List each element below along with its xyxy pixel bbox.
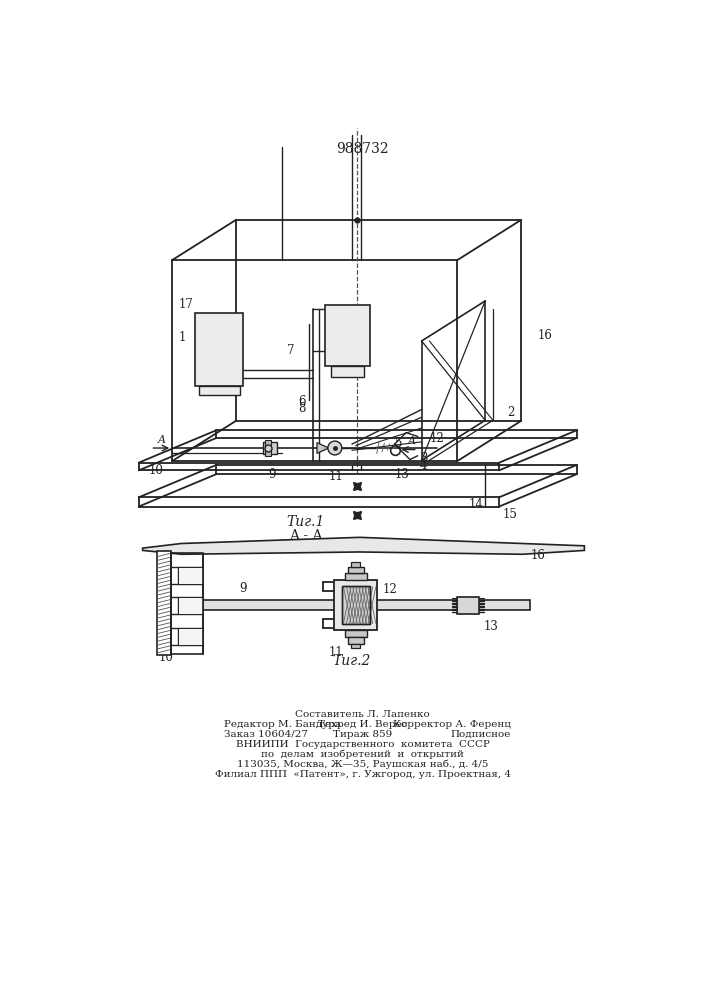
Text: 9: 9 [240, 582, 247, 595]
Text: 3: 3 [420, 452, 428, 465]
Text: 16: 16 [538, 329, 553, 342]
Text: 1: 1 [179, 331, 187, 344]
Bar [457, 597, 479, 614]
Text: Тираж 859: Тираж 859 [333, 730, 392, 739]
Text: 988732: 988732 [337, 142, 389, 156]
Bar [170, 553, 203, 654]
Text: 6: 6 [298, 395, 306, 408]
Bar [203, 600, 530, 610]
Bar [265, 440, 271, 456]
Bar [345, 630, 367, 637]
Bar [348, 637, 363, 644]
Text: 16: 16 [530, 549, 545, 562]
Bar [348, 567, 363, 573]
Bar [351, 644, 361, 648]
Bar [263, 442, 276, 454]
Text: A: A [158, 435, 166, 445]
Text: Техред И. Верес: Техред И. Верес [318, 720, 407, 729]
Text: 10: 10 [158, 651, 173, 664]
Bar [178, 628, 203, 645]
Bar [345, 573, 367, 580]
Text: 7: 7 [287, 344, 294, 358]
Text: 9: 9 [268, 468, 276, 481]
Text: 13: 13 [395, 468, 409, 481]
Bar [178, 597, 203, 614]
Text: 2: 2 [507, 406, 514, 419]
Polygon shape [317, 443, 329, 453]
Text: 14: 14 [468, 498, 483, 512]
Bar [341, 586, 370, 624]
Bar [178, 567, 203, 584]
Bar [325, 305, 370, 366]
Text: Τиг.2: Τиг.2 [333, 654, 371, 668]
Bar [156, 551, 170, 655]
Text: 113035, Москва, Ж—35, Раушская наб., д. 4/5: 113035, Москва, Ж—35, Раушская наб., д. … [237, 760, 489, 769]
Bar [351, 562, 361, 567]
Polygon shape [143, 537, 585, 554]
Text: 11: 11 [329, 646, 344, 659]
Text: A - A: A - A [288, 529, 322, 543]
Text: 13: 13 [484, 620, 498, 633]
Text: 12: 12 [383, 583, 397, 596]
Bar [199, 386, 240, 395]
Text: 10: 10 [149, 464, 164, 477]
Bar [341, 586, 370, 624]
Text: Редактор М. Бандура: Редактор М. Бандура [224, 720, 341, 729]
Text: 17: 17 [179, 298, 194, 311]
Text: 4: 4 [420, 459, 428, 472]
Bar [331, 366, 363, 377]
Text: Τиг.1: Τиг.1 [286, 515, 325, 529]
Bar [195, 312, 243, 386]
Text: ВНИИПИ  Государственного  комитета  СССР: ВНИИПИ Государственного комитета СССР [236, 740, 490, 749]
Text: Заказ 10604/27: Заказ 10604/27 [224, 730, 308, 739]
Text: Составитель Л. Лапенко: Составитель Л. Лапенко [296, 710, 430, 719]
Circle shape [328, 441, 341, 455]
Text: 5: 5 [395, 437, 402, 450]
Text: Подписное: Подписное [450, 730, 510, 739]
Text: 15: 15 [503, 508, 518, 521]
Text: 8: 8 [298, 402, 305, 415]
Text: Корректор А. Ференц: Корректор А. Ференц [393, 720, 510, 729]
Text: Филиал ППП  «Патент», г. Ужгород, ул. Проектная, 4: Филиал ППП «Патент», г. Ужгород, ул. Про… [215, 770, 510, 779]
Text: A: A [407, 436, 416, 446]
Text: 11: 11 [329, 470, 344, 483]
Text: 12: 12 [429, 432, 444, 445]
Text: по  делам  изобретений  и  открытий: по делам изобретений и открытий [262, 750, 464, 759]
Bar [334, 580, 378, 630]
